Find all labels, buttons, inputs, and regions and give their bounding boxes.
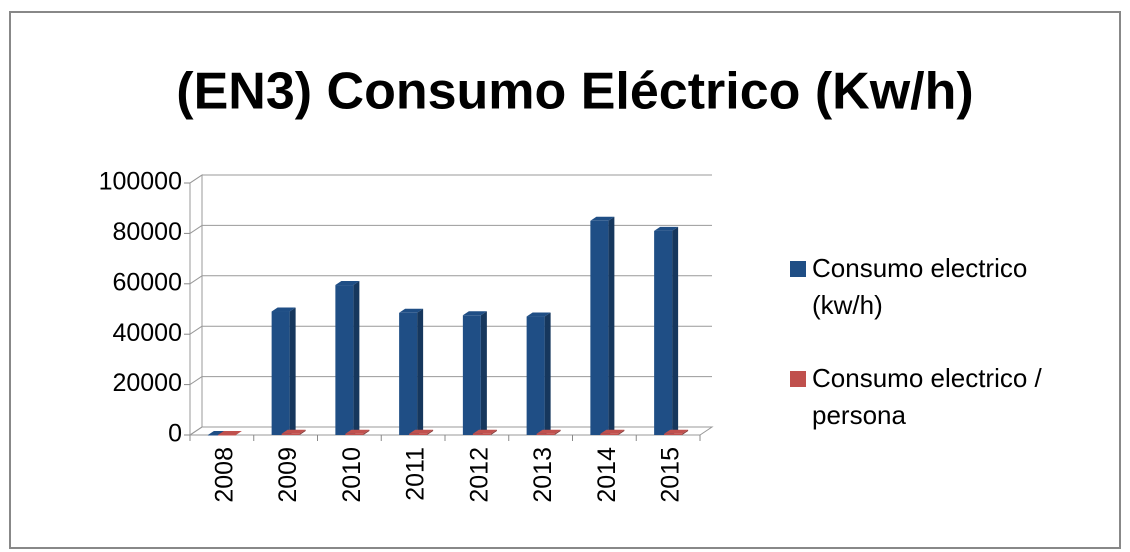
grid-line <box>189 275 203 285</box>
bar-top <box>217 431 242 435</box>
bar <box>600 433 619 435</box>
bar <box>462 315 481 435</box>
x-tick-label: 2008 <box>210 447 238 503</box>
bar-side <box>363 429 370 435</box>
bar-side <box>490 429 497 435</box>
legend-swatch <box>790 261 806 277</box>
bar-side <box>554 429 561 435</box>
legend-swatch <box>790 371 806 387</box>
grid-line <box>189 224 203 234</box>
bar-side <box>289 307 296 435</box>
bar <box>281 433 300 435</box>
bar-top <box>654 226 679 231</box>
bar-top <box>271 307 296 312</box>
bar-top <box>345 429 370 434</box>
bar-side <box>417 308 424 435</box>
bar-side <box>682 429 689 435</box>
bar-side <box>480 311 487 435</box>
x-tick-label: 2015 <box>657 447 685 503</box>
bar <box>345 433 364 435</box>
bar <box>472 433 491 435</box>
legend-item: Consumo electrico / persona <box>790 360 1100 434</box>
x-tick-label: 2014 <box>593 447 621 503</box>
legend-label: Consumo electrico / persona <box>812 363 1042 430</box>
bar <box>664 433 683 435</box>
bar-top <box>281 429 306 434</box>
bar-top <box>600 429 625 434</box>
bar-top <box>664 429 689 434</box>
bar-side <box>353 281 360 435</box>
bar <box>526 316 545 435</box>
bar-top <box>399 308 424 313</box>
bar <box>217 435 236 436</box>
y-tick-label: 60000 <box>112 268 182 296</box>
bar-top <box>409 429 434 434</box>
x-tick-label: 2009 <box>274 447 302 503</box>
bar-side <box>672 226 679 435</box>
bar-top <box>536 429 561 434</box>
bar <box>536 433 555 435</box>
y-tick-label: 40000 <box>112 319 182 347</box>
chart-title: (EN3) Consumo Eléctrico (Kw/h) <box>176 63 973 121</box>
y-tick-label: 20000 <box>112 369 182 397</box>
bar-top <box>335 281 360 286</box>
bar <box>271 311 290 435</box>
grid-line <box>189 174 203 184</box>
bar-side <box>299 429 306 435</box>
x-tick-label: 2013 <box>529 447 557 503</box>
bar-top <box>462 311 487 316</box>
legend-item: Consumo electrico (kw/h) <box>790 250 1100 324</box>
bar <box>207 435 226 436</box>
grid-line <box>189 426 203 436</box>
bar-top <box>590 216 615 221</box>
bar-top <box>472 429 497 434</box>
x-tick-label: 2011 <box>402 447 430 501</box>
bar <box>335 285 354 435</box>
grid-line <box>189 325 203 335</box>
bar-side <box>618 429 625 435</box>
bar <box>590 220 609 435</box>
legend-label: Consumo electrico (kw/h) <box>812 253 1028 320</box>
bar <box>399 312 418 435</box>
bar <box>654 230 673 435</box>
x-tick-label: 2012 <box>465 447 493 503</box>
y-tick-label: 100000 <box>99 168 182 196</box>
bar-side <box>544 312 551 435</box>
y-tick-label: 80000 <box>112 218 182 246</box>
bar <box>409 433 428 435</box>
y-tick-label: 0 <box>168 420 182 448</box>
bar-side <box>608 216 615 435</box>
bar-top <box>526 312 551 317</box>
bar-side <box>427 429 434 435</box>
x-tick-label: 2010 <box>338 447 366 503</box>
grid-line <box>189 376 203 386</box>
